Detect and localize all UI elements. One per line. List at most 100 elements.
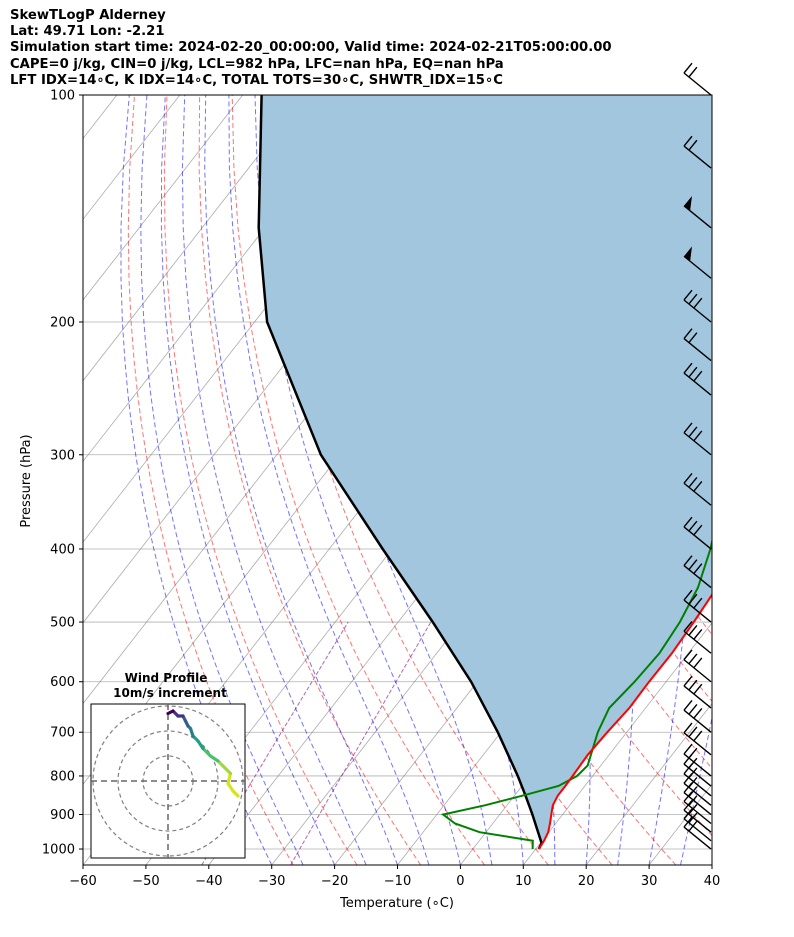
- y-tick-label: 300: [50, 448, 75, 463]
- wind-barb-shaft: [683, 818, 712, 842]
- isotherm-line: [83, 95, 306, 382]
- wind-barb: [683, 62, 712, 96]
- y-axis-label: Pressure (hPa): [19, 434, 34, 527]
- wind-barb-shaft: [683, 763, 712, 787]
- moist-adiabat: [160, 95, 336, 865]
- wind-barb-shaft: [683, 372, 712, 396]
- dry-adiabat: [754, 95, 794, 865]
- wind-barb-feather: [688, 426, 698, 438]
- hodograph-subtitle: 10m/s increment: [113, 686, 227, 700]
- wind-barb-shaft: [683, 72, 712, 96]
- x-tick-label: −20: [321, 874, 348, 889]
- y-tick-label: 400: [50, 542, 75, 557]
- wind-barb: [683, 289, 712, 323]
- isotherm-line: [83, 95, 244, 301]
- wind-barb-shaft: [683, 753, 712, 777]
- parcel-profile-line: [257, 95, 543, 850]
- wind-barb-feather: [683, 555, 693, 566]
- y-axis: 100 200 300 400 500 600 700 800 900 1000: [42, 89, 83, 858]
- dry-adiabat: [721, 95, 794, 865]
- wind-barb-feather: [688, 726, 698, 738]
- y-tick-label: 600: [50, 675, 75, 690]
- wind-barb-shaft: [683, 782, 712, 806]
- moist-adiabat: [711, 862, 712, 865]
- isotherm-line: [585, 702, 712, 865]
- y-tick-label: 900: [50, 808, 75, 823]
- wind-barb-feather: [683, 472, 693, 484]
- wind-barb-feather: [688, 559, 698, 570]
- wind-barb: [683, 196, 712, 229]
- x-tick-label: 10: [515, 874, 532, 889]
- wind-barb-feather: [688, 679, 698, 691]
- wind-barb-shaft: [683, 482, 712, 506]
- wind-barb: [683, 675, 712, 709]
- wind-barb-feather: [688, 332, 698, 343]
- wind-barb-feather: [688, 786, 698, 797]
- temperature-profile-line: [538, 593, 712, 850]
- dry-adiabat: [786, 95, 794, 865]
- wind-barb: [683, 589, 712, 623]
- wind-barb-feather: [693, 563, 703, 574]
- hodograph-trace-segment: [226, 771, 233, 786]
- wind-barb: [683, 422, 712, 456]
- hodograph-trace-segment: [166, 709, 175, 716]
- x-tick-label: 40: [704, 874, 721, 889]
- isotherm-line: [775, 95, 794, 865]
- wind-barb-feather: [688, 66, 698, 78]
- hodograph-inset: Wind Profile 10m/s increment: [90, 671, 246, 859]
- wind-barb-shaft: [683, 338, 712, 362]
- wind-barb-feather: [683, 589, 693, 601]
- wind-barb-flag: [684, 196, 692, 211]
- x-axis: −60 −50 −40 −30 −20 −10 0 10 20 30 40: [69, 865, 720, 889]
- hodograph-trace-segment: [201, 746, 213, 758]
- title-station: SkewTLogP Alderney: [10, 8, 166, 23]
- wind-barb-feather: [683, 743, 693, 755]
- wind-barb-feather: [693, 480, 703, 492]
- wind-barbs: [683, 62, 712, 850]
- wind-barb-feather: [683, 62, 693, 74]
- hodograph-trace-segment: [221, 764, 233, 776]
- wind-barb-feather: [688, 293, 698, 305]
- cape-shaded-area: [258, 95, 712, 849]
- wind-barb-shaft: [683, 809, 712, 833]
- wind-barb-feather: [688, 767, 698, 779]
- y-tick-label: 200: [50, 315, 75, 330]
- wind-barb: [683, 135, 712, 169]
- x-tick-label: −40: [195, 874, 222, 889]
- x-tick-label: 30: [641, 874, 658, 889]
- moist-adiabat: [120, 95, 273, 865]
- chart-titles: SkewTLogP Alderney Lat: 49.71 Lon: -2.21…: [10, 8, 612, 89]
- x-tick-label: 0: [456, 874, 464, 889]
- wind-barb-feather: [693, 657, 703, 669]
- wind-barb-flag: [684, 246, 692, 262]
- dry-adiabat: [231, 95, 485, 865]
- wind-barb-shaft: [683, 791, 712, 816]
- title-indices-cape: CAPE=0 j/kg, CIN=0 j/kg, LCL=982 hPa, LF…: [10, 56, 504, 72]
- wind-barb-feather: [693, 597, 703, 609]
- wind-barb-feather: [688, 476, 698, 488]
- mixing-ratio-line: [290, 621, 432, 865]
- cape-shading: [258, 95, 712, 849]
- wind-barb-feather: [683, 649, 693, 661]
- wind-barb: [683, 773, 712, 806]
- wind-barb: [683, 328, 712, 362]
- wind-barb-feather: [683, 675, 693, 687]
- wind-barb-shaft: [683, 659, 712, 683]
- wind-barb-feather: [688, 747, 698, 759]
- wind-barb-feather: [688, 624, 698, 636]
- y-tick-label: 700: [50, 726, 75, 741]
- wind-barb-shaft: [683, 685, 712, 709]
- y-tick-label: 800: [50, 769, 75, 784]
- y-tick-label: 1000: [42, 843, 75, 858]
- x-tick-label: −30: [258, 874, 285, 889]
- moist-adiabat: [181, 95, 367, 865]
- title-times: Simulation start time: 2024-02-20_00:00:…: [10, 40, 612, 56]
- wind-barb-feather: [693, 707, 703, 719]
- isotherm-line: [711, 864, 712, 865]
- wind-barb-feather: [683, 422, 693, 434]
- wind-barb: [683, 516, 712, 550]
- wind-barb-shaft: [683, 564, 712, 589]
- wind-barb-feather: [683, 289, 693, 301]
- dry-adiabat: [198, 95, 422, 865]
- wind-barb-shaft: [683, 299, 712, 323]
